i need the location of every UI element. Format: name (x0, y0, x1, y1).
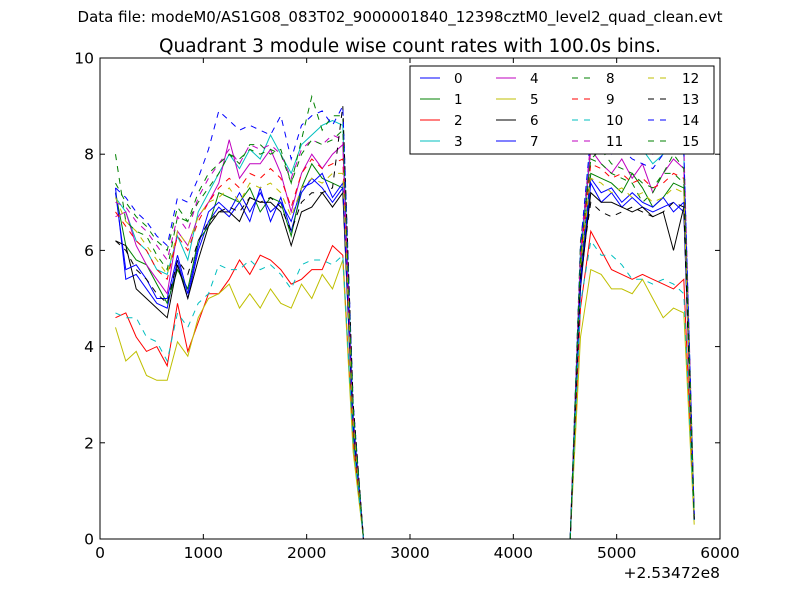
legend-label-2: 2 (454, 113, 463, 129)
y-tick-label: 6 (84, 242, 94, 260)
legend-label-13: 13 (682, 92, 699, 108)
y-tick-label: 4 (84, 338, 94, 356)
chart-title: Quadrant 3 module wise count rates with … (158, 36, 662, 57)
series-line-1 (115, 162, 695, 540)
legend-label-0: 0 (454, 71, 463, 87)
series-line-8 (115, 94, 695, 540)
datafile-label: Data file: modeM0/AS1G08_083T02_90000018… (77, 8, 723, 26)
legend-label-7: 7 (530, 134, 539, 150)
legend-label-12: 12 (682, 71, 699, 87)
series-line-13 (115, 106, 695, 540)
series-line-6 (115, 191, 695, 540)
series-line-12 (115, 172, 695, 540)
x-tick-label: 2000 (287, 544, 326, 562)
y-tick-label: 2 (84, 434, 94, 452)
y-tick-label: 8 (84, 146, 94, 164)
legend-label-5: 5 (530, 92, 539, 108)
series-line-9 (115, 158, 695, 540)
series-line-4 (115, 139, 695, 540)
series-line-14 (115, 104, 695, 540)
legend-label-14: 14 (682, 113, 699, 129)
series-line-15 (115, 129, 695, 540)
legend-label-9: 9 (606, 92, 615, 108)
legend-label-15: 15 (682, 134, 699, 150)
x-tick-label: 1000 (184, 544, 223, 562)
legend-label-8: 8 (606, 71, 615, 87)
x-tick-label: 0 (95, 544, 105, 562)
y-tick-label: 0 (84, 531, 94, 549)
x-tick-label: 3000 (390, 544, 429, 562)
legend-label-11: 11 (606, 134, 623, 150)
legend-box (409, 65, 715, 155)
series-line-5 (115, 259, 695, 540)
y-tick-label: 10 (74, 50, 94, 68)
series-line-2 (115, 229, 695, 540)
x-offset-label: +2.53472e8 (624, 564, 720, 582)
legend-label-3: 3 (454, 134, 463, 150)
x-tick-label: 5000 (597, 544, 636, 562)
legend-label-4: 4 (530, 71, 539, 87)
series-line-7 (115, 172, 695, 540)
legend-label-10: 10 (606, 113, 623, 129)
legend-label-6: 6 (530, 113, 539, 129)
x-tick-label: 4000 (494, 544, 533, 562)
series-layer (115, 94, 695, 540)
series-line-3 (115, 119, 695, 540)
series-line-11 (115, 100, 695, 540)
legend-label-1: 1 (454, 92, 463, 108)
series-line-10 (115, 239, 695, 540)
x-tick-label: 6000 (700, 544, 739, 562)
